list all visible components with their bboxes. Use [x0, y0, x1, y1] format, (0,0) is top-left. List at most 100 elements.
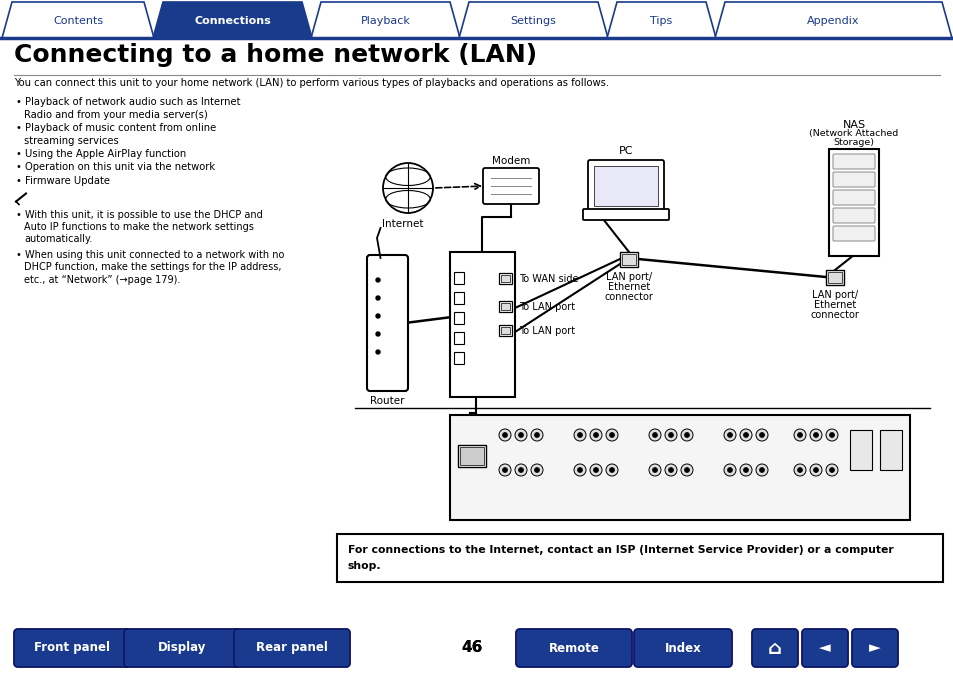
FancyBboxPatch shape	[336, 534, 942, 582]
Circle shape	[375, 332, 379, 336]
Circle shape	[375, 350, 379, 354]
FancyBboxPatch shape	[233, 629, 350, 667]
Circle shape	[593, 433, 598, 437]
FancyBboxPatch shape	[500, 275, 510, 282]
FancyBboxPatch shape	[233, 629, 350, 667]
Text: ⌂: ⌂	[767, 639, 781, 658]
Text: ►: ►	[868, 641, 880, 656]
Polygon shape	[458, 2, 607, 38]
Text: LAN port/: LAN port/	[811, 290, 857, 300]
Circle shape	[589, 429, 601, 441]
Text: Rear panel: Rear panel	[255, 641, 328, 655]
Circle shape	[813, 433, 818, 437]
FancyBboxPatch shape	[594, 166, 658, 206]
Text: Ethernet: Ethernet	[607, 282, 649, 292]
Text: Tips: Tips	[650, 16, 672, 26]
Text: Display: Display	[157, 641, 206, 655]
Circle shape	[668, 468, 673, 472]
Circle shape	[498, 464, 511, 476]
Circle shape	[793, 429, 805, 441]
Text: Front panel: Front panel	[34, 641, 110, 655]
Text: Ethernet: Ethernet	[813, 300, 855, 310]
Circle shape	[375, 278, 379, 282]
Text: ►: ►	[868, 641, 880, 656]
FancyBboxPatch shape	[751, 629, 797, 667]
FancyBboxPatch shape	[832, 190, 874, 205]
Circle shape	[531, 464, 542, 476]
Text: To WAN side: To WAN side	[518, 274, 578, 284]
Text: Remote: Remote	[548, 641, 598, 655]
Circle shape	[593, 468, 598, 472]
Circle shape	[515, 429, 526, 441]
FancyBboxPatch shape	[827, 272, 841, 283]
Text: You can connect this unit to your home network (LAN) to perform various types of: You can connect this unit to your home n…	[14, 78, 608, 88]
Text: • Firmware Update: • Firmware Update	[16, 176, 110, 186]
Circle shape	[742, 433, 748, 437]
FancyBboxPatch shape	[459, 447, 483, 465]
FancyBboxPatch shape	[498, 325, 512, 336]
FancyBboxPatch shape	[500, 327, 510, 334]
Polygon shape	[152, 2, 312, 38]
Text: • Playback of music content from online: • Playback of music content from online	[16, 123, 216, 133]
FancyBboxPatch shape	[832, 172, 874, 187]
Text: Internet: Internet	[382, 219, 423, 229]
FancyBboxPatch shape	[516, 629, 631, 667]
Circle shape	[531, 429, 542, 441]
Circle shape	[652, 433, 657, 437]
FancyBboxPatch shape	[454, 352, 463, 364]
FancyBboxPatch shape	[450, 252, 515, 397]
FancyBboxPatch shape	[450, 415, 909, 520]
Circle shape	[534, 433, 539, 437]
Circle shape	[809, 429, 821, 441]
Circle shape	[518, 433, 523, 437]
Circle shape	[755, 429, 767, 441]
Circle shape	[574, 464, 585, 476]
FancyBboxPatch shape	[0, 620, 953, 673]
FancyBboxPatch shape	[582, 209, 668, 220]
FancyBboxPatch shape	[587, 160, 663, 212]
Text: Settings: Settings	[510, 16, 556, 26]
FancyBboxPatch shape	[367, 255, 408, 391]
Circle shape	[793, 464, 805, 476]
Circle shape	[727, 468, 732, 472]
Text: Playback: Playback	[360, 16, 410, 26]
FancyBboxPatch shape	[498, 273, 512, 284]
Circle shape	[515, 464, 526, 476]
FancyBboxPatch shape	[457, 445, 485, 467]
FancyBboxPatch shape	[124, 629, 240, 667]
Circle shape	[605, 464, 618, 476]
Circle shape	[759, 468, 763, 472]
Circle shape	[680, 429, 692, 441]
FancyBboxPatch shape	[832, 208, 874, 223]
Circle shape	[574, 429, 585, 441]
Text: Connections: Connections	[193, 16, 271, 26]
Circle shape	[648, 429, 660, 441]
Text: Remote: Remote	[548, 641, 598, 655]
Circle shape	[668, 433, 673, 437]
Circle shape	[723, 429, 735, 441]
Text: shop.: shop.	[348, 561, 381, 571]
Circle shape	[605, 429, 618, 441]
FancyBboxPatch shape	[879, 430, 901, 470]
FancyBboxPatch shape	[516, 629, 631, 667]
FancyBboxPatch shape	[825, 270, 843, 285]
Polygon shape	[311, 2, 459, 38]
Circle shape	[375, 314, 379, 318]
Text: PC: PC	[618, 146, 633, 156]
Text: connector: connector	[810, 310, 859, 320]
Circle shape	[664, 429, 677, 441]
Polygon shape	[606, 2, 716, 38]
Circle shape	[664, 464, 677, 476]
Circle shape	[825, 429, 837, 441]
Text: Storage): Storage)	[833, 138, 874, 147]
FancyBboxPatch shape	[454, 312, 463, 324]
Circle shape	[502, 468, 507, 472]
FancyBboxPatch shape	[832, 154, 874, 169]
Text: streaming services: streaming services	[24, 135, 118, 145]
Circle shape	[759, 433, 763, 437]
Circle shape	[828, 468, 834, 472]
FancyBboxPatch shape	[849, 430, 871, 470]
FancyBboxPatch shape	[500, 303, 510, 310]
FancyBboxPatch shape	[498, 301, 512, 312]
Circle shape	[797, 433, 801, 437]
